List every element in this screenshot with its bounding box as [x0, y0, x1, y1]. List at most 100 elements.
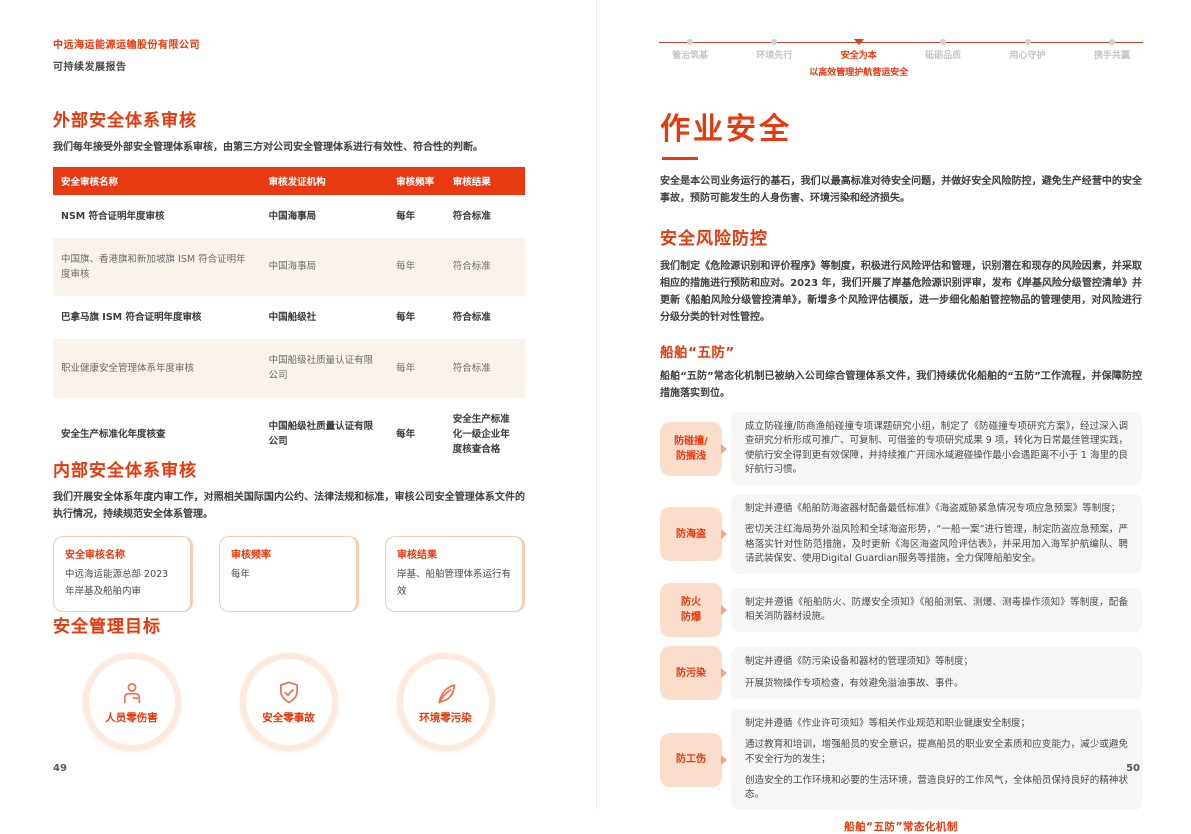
prevention-row-collision: 防碰撞/ 防搁浅 成立防碰撞/防商渔船碰撞专项课题研究小组，制定了《防碰撞专项研… [660, 412, 1142, 485]
five-prevention-title: 船舶“五防” [660, 345, 735, 361]
page-number-left: 49 [53, 763, 67, 774]
title-underline [662, 157, 698, 160]
chip-label: 防搁浅 [676, 450, 706, 462]
cell-audit-name: 中国旗、香港旗和新加坡旗 ISM 符合证明年度审核 [53, 237, 261, 297]
five-prevention-intro: 船舶“五防”常态化机制已被纳入公司综合管理体系文件，我们持续优化船舶的“五防”工… [660, 371, 1142, 399]
chapter-nav: 管治筑基 环境先行 安全为本 以高效管理护航营运安全 砥砺品质 用心守护 携手共… [655, 30, 1147, 78]
goal-item-zero-accident: 安全零事故 [210, 653, 367, 751]
prevention-row-pollution: 防污染 制定并遵循《防污染设备和器材的管理须知》等制度； 开展货物操作专项检查，… [660, 646, 1142, 700]
table-row: NSM 符合证明年度审核 中国海事局 每年 符合标准 [53, 195, 525, 238]
prevention-chip: 防海盗 [660, 507, 722, 561]
goal-label: 人员零伤害 [105, 712, 158, 724]
nav-item-winwin: 携手共赢 [1077, 30, 1147, 78]
left-page: 中远海运能源运输股份有限公司 可持续发展报告 外部安全体系审核 我们每年接受外部… [53, 0, 525, 809]
audit-card-frequency: 审核频率 每年 [219, 536, 359, 613]
external-audit-title: 外部安全体系审核 [53, 111, 197, 131]
nav-item-governance: 管治筑基 [655, 30, 725, 78]
goal-circle: 环境零污染 [396, 653, 495, 751]
prevention-row-fire: 防火 防爆 制定并遵循《船舶防火、防爆安全须知》《船舶测氧、测爆、测毒操作须知》… [660, 583, 1142, 637]
prevention-chip: 防污染 [660, 646, 722, 700]
chip-label: 防污染 [676, 667, 706, 679]
prevention-row-piracy: 防海盗 制定并遵循《船舶防海盗器材配备最低标准》《海盗威胁紧急情况专项应急预案》… [660, 494, 1142, 574]
card-label: 审核结果 [397, 550, 437, 561]
goal-item-zero-injury: 人员零伤害 [53, 653, 210, 751]
table-header-row: 安全审核名称 审核发证机构 审核频率 审核结果 [53, 166, 525, 195]
nav-track-line [659, 42, 1143, 43]
prevention-paragraph: 密切关注红海局势外溢风险和全球海盗形势，“一船一案”进行管理，制定防盗应急预案，… [745, 524, 1128, 564]
external-audit-section: 外部安全体系审核 我们每年接受外部安全管理体系审核，由第三方对公司安全管理体系进… [53, 106, 525, 471]
nav-item-safety-active: 安全为本 以高效管理护航营运安全 [809, 30, 908, 78]
prevention-content: 制定并遵循《船舶防海盗器材配备最低标准》《海盗威胁紧急情况专项应急预案》等制度；… [731, 494, 1142, 574]
cell-cert-org: 中国海事局 [260, 237, 389, 297]
cell-cert-org: 中国海事局 [268, 210, 317, 222]
nav-active-marker-icon [853, 39, 864, 45]
goal-circle: 安全零事故 [239, 653, 338, 751]
external-audit-table: 安全审核名称 审核发证机构 审核频率 审核结果 NSM 符合证明年度审核 中国海… [53, 166, 525, 472]
internal-audit-intro: 我们开展安全体系年度内审工作，对照相关国际国内公约、法律法规和标准，审核公司安全… [53, 492, 525, 520]
card-value: 中远海运能源总部 2023 年岸基及船舶内审 [65, 569, 169, 598]
nav-item-label: 管治筑基 [671, 51, 708, 61]
cell-frequency: 每年 [396, 312, 416, 324]
prevention-content: 成立防碰撞/防商渔船碰撞专项课题研究小组，制定了《防碰撞专项研究方案》，经过深入… [731, 412, 1142, 485]
five-prevention-caption: 船舶“五防”常态化机制 [844, 821, 958, 834]
cell-result: 符合标准 [452, 312, 491, 324]
right-page: 作业安全 安全是本公司业务运行的基石，我们以最高标准对待安全问题，并做好安全风险… [660, 104, 1142, 834]
cell-frequency: 每年 [388, 237, 445, 297]
risk-control-body: 我们制定《危险源识别和评价程序》等制度，积极进行风险评估和管理，识别潜在和现存的… [660, 261, 1142, 323]
table-row: 巴拿马旗 ISM 符合证明年度审核 中国船级社 每年 符合标准 [53, 296, 525, 339]
safety-goals-title: 安全管理目标 [53, 617, 161, 637]
cell-audit-name: 巴拿马旗 ISM 符合证明年度审核 [61, 312, 202, 324]
prevention-content: 制定并遵循《防污染设备和器材的管理须知》等制度； 开展货物操作专项检查，有效避免… [731, 647, 1142, 699]
nav-item-label: 砥砺品质 [925, 51, 962, 61]
risk-control-title: 安全风险防控 [660, 229, 768, 249]
internal-audit-cards: 安全审核名称 中远海运能源总部 2023 年岸基及船舶内审 审核频率 每年 审核… [53, 536, 525, 613]
card-label: 审核频率 [231, 550, 271, 561]
col-header-cert-org: 审核发证机构 [260, 166, 389, 195]
goal-circle: 人员零伤害 [82, 653, 181, 751]
five-prevention-list: 防碰撞/ 防搁浅 成立防碰撞/防商渔船碰撞专项课题研究小组，制定了《防碰撞专项研… [660, 412, 1142, 811]
nav-item-care: 用心守护 [993, 30, 1063, 78]
table-row: 职业健康安全管理体系年度审核 中国船级社质量认证有限公司 每年 符合标准 [53, 339, 525, 398]
chip-label: 防海盗 [676, 528, 706, 540]
shield-check-icon [279, 681, 298, 704]
nav-item-label: 携手共赢 [1093, 51, 1130, 61]
nav-dot-icon [771, 39, 778, 45]
nav-item-label: 安全为本 [840, 51, 877, 61]
prevention-paragraph: 制定并遵循《防污染设备和器材的管理须知》等制度； [745, 656, 974, 668]
cell-audit-name: 职业健康安全管理体系年度审核 [53, 339, 261, 398]
card-value: 岸基、船舶管理体系运行有效 [397, 569, 512, 598]
prevention-paragraph: 成立防碰撞/防商渔船碰撞专项课题研究小组，制定了《防碰撞专项研究方案》，经过深入… [745, 421, 1128, 475]
prevention-paragraph: 开展货物操作专项检查，有效避免溢油事故、事件。 [745, 677, 964, 689]
prevention-paragraph: 创造安全的工作环境和必要的生活环境，营造良好的工作风气，全体船员保持良好的精神状… [745, 774, 1128, 800]
table-row: 中国旗、香港旗和新加坡旗 ISM 符合证明年度审核 中国海事局 每年 符合标准 [53, 237, 525, 297]
company-name: 中远海运能源运输股份有限公司 [53, 40, 200, 51]
report-title: 可持续发展报告 [53, 62, 127, 73]
prevention-row-injury: 防工伤 制定并遵循《作业许可须知》等相关作业规范和职业健康安全制度； 通过教育和… [660, 709, 1142, 811]
nav-item-label: 用心守护 [1009, 51, 1046, 61]
prevention-paragraph: 通过教育和培训，增强船员的安全意识，提高船员的职业安全素质和应变能力，减少或避免… [745, 739, 1128, 765]
page-spine-divider [596, 0, 597, 809]
cell-cert-org: 中国船级社质量认证有限公司 [268, 421, 374, 448]
col-header-frequency: 审核频率 [388, 166, 445, 195]
card-value: 每年 [231, 569, 251, 580]
goal-label: 环境零污染 [419, 712, 472, 724]
nav-items: 管治筑基 环境先行 安全为本 以高效管理护航营运安全 砥砺品质 用心守护 携手共… [655, 30, 1147, 78]
chip-label: 防爆 [681, 612, 701, 623]
page-number-right: 50 [1126, 763, 1140, 774]
goal-label: 安全零事故 [262, 712, 315, 724]
cell-result: 符合标准 [452, 210, 491, 222]
prevention-paragraph: 制定并遵循《船舶防海盗器材配备最低标准》《海盗威胁紧急情况专项应急预案》等制度； [745, 503, 1121, 514]
audit-card-result: 审核结果 岸基、船舶管理体系运行有效 [385, 536, 525, 613]
prevention-chip: 防火 防爆 [660, 583, 722, 637]
prevention-paragraph: 制定并遵循《船舶防火、防爆安全须知》《船舶测氧、测爆、测毒操作须知》等制度，配备… [745, 596, 1128, 622]
prevention-content: 制定并遵循《作业许可须知》等相关作业规范和职业健康安全制度； 通过教育和培训，增… [731, 709, 1142, 811]
chip-label: 防工伤 [676, 754, 706, 766]
table-row: 安全生产标准化年度核查 中国船级社质量认证有限公司 每年 安全生产标准化一级企业… [53, 398, 525, 472]
audit-card-name: 安全审核名称 中远海运能源总部 2023 年岸基及船舶内审 [53, 536, 193, 613]
prevention-chip: 防碰撞/ 防搁浅 [660, 421, 722, 476]
chip-label: 防火 [681, 597, 701, 608]
cell-frequency: 每年 [396, 428, 416, 440]
external-audit-intro: 我们每年接受外部安全管理体系审核，由第三方对公司安全管理体系进行有效性、符合性的… [53, 142, 483, 153]
internal-audit-section: 内部安全体系审核 我们开展安全体系年度内审工作，对照相关国际国内公约、法律法规和… [53, 456, 525, 613]
nav-item-quality: 砥砺品质 [908, 30, 978, 78]
